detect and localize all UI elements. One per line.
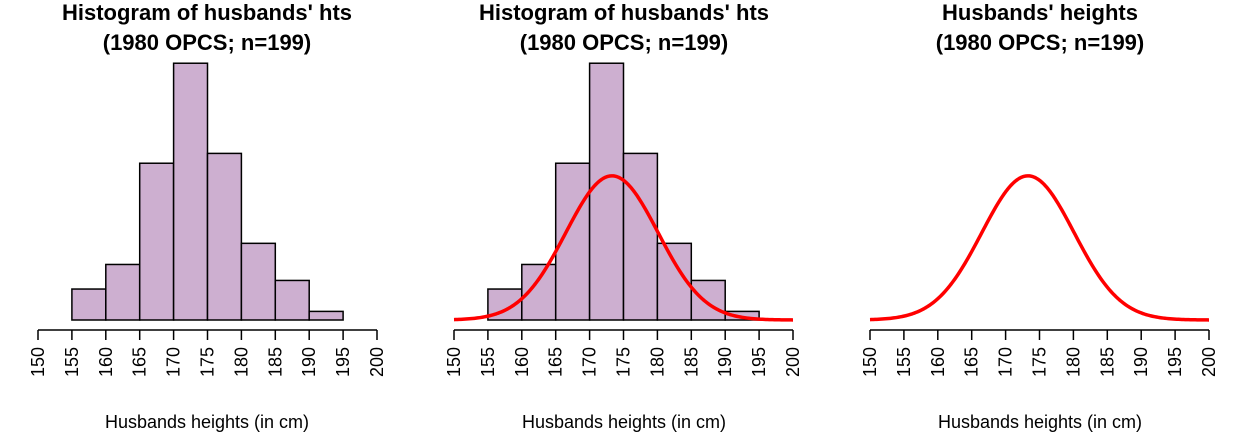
x-axis-title: Husbands heights (in cm) <box>105 412 309 432</box>
chart-subtitle: (1980 OPCS; n=199) <box>103 30 311 55</box>
x-axis-title: Husbands heights (in cm) <box>522 412 726 432</box>
histogram-bar <box>240 242 277 321</box>
histogram-bar <box>138 162 175 321</box>
x-tick-label: 170 <box>580 347 600 377</box>
x-tick-label: 170 <box>164 347 184 377</box>
histogram-bar <box>71 288 107 321</box>
chart-subtitle: (1980 OPCS; n=199) <box>520 30 728 55</box>
curve <box>453 174 794 322</box>
histogram-bar <box>274 279 310 321</box>
bars <box>71 62 344 321</box>
x-tick-label: 150 <box>444 347 464 377</box>
x-tick-label: 200 <box>1199 347 1219 377</box>
x-axis: 150 155 160 165 170 175 180 185 190 195 200 <box>444 329 803 377</box>
x-tick-label: 155 <box>62 347 82 377</box>
x-tick-label: 195 <box>333 347 353 377</box>
x-tick-label: 185 <box>681 347 701 377</box>
x-tick-label: 155 <box>894 347 914 377</box>
histogram-bar <box>622 152 659 321</box>
chart-title: Histogram of husbands' hts <box>62 0 352 25</box>
x-tick-label: 190 <box>715 347 735 377</box>
x-tick-label: 150 <box>28 347 48 377</box>
histogram-bar <box>690 279 726 321</box>
x-tick-label: 160 <box>512 347 532 377</box>
x-tick-label: 160 <box>928 347 948 377</box>
histogram-bar <box>172 62 209 321</box>
normal-density-curve <box>453 174 794 322</box>
panel-normal-curve: Husbands' heights (1980 OPCS; n=199) 150… <box>860 0 1219 432</box>
x-axis: 150 155 160 165 170 175 180 185 190 195 200 <box>28 329 387 377</box>
x-tick-label: 180 <box>647 347 667 377</box>
x-tick-label: 165 <box>962 347 982 377</box>
x-tick-label: 170 <box>996 347 1016 377</box>
x-tick-label: 155 <box>478 347 498 377</box>
x-tick-label: 150 <box>860 347 880 377</box>
bars <box>487 62 760 321</box>
x-tick-label: 200 <box>783 347 803 377</box>
x-tick-label: 175 <box>1030 347 1050 377</box>
x-tick-label: 200 <box>367 347 387 377</box>
x-tick-label: 180 <box>1063 347 1083 377</box>
normal-density-curve <box>869 174 1210 322</box>
x-tick-label: 160 <box>96 347 116 377</box>
histogram-bar <box>308 310 344 321</box>
panel-histogram: Histogram of husbands' hts (1980 OPCS; n… <box>28 0 387 432</box>
chart-title: Histogram of husbands' hts <box>479 0 769 25</box>
x-axis-title: Husbands heights (in cm) <box>938 412 1142 432</box>
x-tick-label: 185 <box>265 347 285 377</box>
x-tick-label: 185 <box>1097 347 1117 377</box>
panel-histogram-with-curve: Histogram of husbands' hts (1980 OPCS; n… <box>444 0 803 432</box>
chart-title: Husbands' heights <box>942 0 1138 25</box>
histogram-bar <box>206 152 243 321</box>
histogram-bar <box>105 263 141 321</box>
x-tick-label: 165 <box>130 347 150 377</box>
x-tick-label: 175 <box>198 347 218 377</box>
x-tick-label: 195 <box>1165 347 1185 377</box>
x-tick-label: 165 <box>546 347 566 377</box>
x-axis: 150 155 160 165 170 175 180 185 190 195 200 <box>860 329 1219 377</box>
chart-subtitle: (1980 OPCS; n=199) <box>936 30 1144 55</box>
histogram-bar <box>588 62 625 321</box>
curve <box>869 174 1210 322</box>
x-tick-label: 195 <box>749 347 769 377</box>
x-tick-label: 175 <box>614 347 634 377</box>
x-tick-label: 180 <box>231 347 251 377</box>
x-tick-label: 190 <box>299 347 319 377</box>
x-tick-label: 190 <box>1131 347 1151 377</box>
